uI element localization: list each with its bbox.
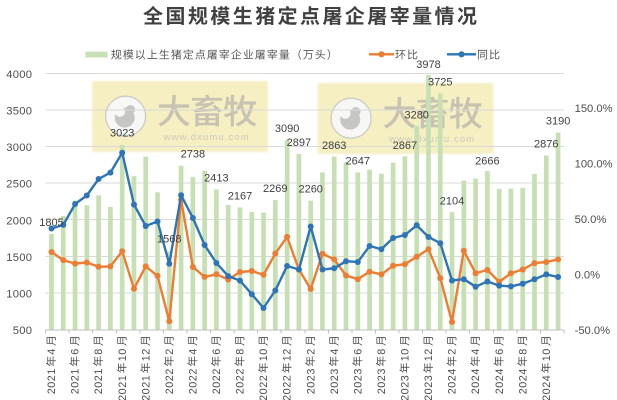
svg-text:3190: 3190 (546, 116, 570, 128)
svg-text:12: 12 (423, 348, 435, 361)
svg-text:2022: 2022 (164, 368, 176, 394)
svg-text:10: 10 (258, 348, 270, 361)
svg-text:10: 10 (541, 348, 553, 361)
svg-text:2021: 2021 (140, 375, 152, 400)
svg-text:12: 12 (282, 348, 294, 361)
svg-text:100.0%: 100.0% (575, 158, 613, 170)
svg-text:2024: 2024 (447, 368, 459, 394)
svg-text:1805: 1805 (39, 217, 63, 229)
svg-text:0.0%: 0.0% (575, 270, 601, 282)
svg-text:2023: 2023 (352, 368, 364, 394)
svg-text:2024: 2024 (517, 368, 529, 394)
svg-text:2413: 2413 (204, 172, 228, 184)
svg-text:2867: 2867 (393, 140, 417, 152)
svg-text:2876: 2876 (534, 139, 558, 151)
svg-text:2023: 2023 (305, 368, 317, 394)
svg-text:2167: 2167 (228, 190, 252, 202)
svg-text:3725: 3725 (428, 76, 452, 88)
svg-text:6: 6 (494, 348, 506, 355)
svg-text:2023: 2023 (376, 368, 388, 394)
svg-text:10: 10 (400, 348, 412, 361)
svg-text:www.dxumu.com: www.dxumu.com (388, 134, 475, 145)
svg-text:www.dxumu.com: www.dxumu.com (163, 132, 250, 143)
svg-text:3000: 3000 (6, 142, 32, 154)
svg-text:8: 8 (235, 348, 247, 355)
svg-text:4: 4 (187, 348, 199, 355)
svg-text:8: 8 (93, 348, 105, 355)
svg-text:50.0%: 50.0% (575, 214, 607, 226)
svg-text:150.0%: 150.0% (575, 103, 613, 115)
svg-text:2021: 2021 (70, 368, 82, 394)
svg-text:1000: 1000 (6, 289, 32, 301)
svg-text:4: 4 (470, 348, 482, 355)
svg-text:2000: 2000 (6, 215, 32, 227)
svg-text:2647: 2647 (346, 155, 370, 167)
svg-text:2260: 2260 (298, 184, 322, 196)
svg-text:2738: 2738 (181, 148, 205, 160)
svg-text:2897: 2897 (287, 137, 311, 149)
svg-text:2863: 2863 (322, 140, 346, 152)
svg-text:2: 2 (305, 348, 317, 355)
svg-text:2023: 2023 (329, 368, 341, 394)
svg-text:2024: 2024 (541, 375, 553, 400)
svg-text:3500: 3500 (6, 106, 32, 118)
svg-text:2: 2 (164, 348, 176, 355)
svg-text:2022: 2022 (258, 375, 270, 400)
svg-text:4: 4 (46, 348, 58, 355)
svg-text:500: 500 (13, 325, 32, 337)
svg-text:-50.0%: -50.0% (575, 325, 610, 337)
svg-text:2021: 2021 (93, 368, 105, 394)
svg-text:3280: 3280 (404, 110, 428, 122)
svg-text:2500: 2500 (6, 179, 32, 191)
svg-text:6: 6 (70, 348, 82, 355)
svg-text:2024: 2024 (494, 368, 506, 394)
svg-text:2022: 2022 (187, 368, 199, 394)
svg-text:4000: 4000 (6, 69, 32, 81)
svg-text:10: 10 (117, 348, 129, 361)
svg-text:2023: 2023 (400, 375, 412, 400)
svg-text:8: 8 (376, 348, 388, 355)
svg-text:6: 6 (352, 348, 364, 355)
svg-text:3090: 3090 (275, 123, 299, 135)
svg-text:2022: 2022 (235, 368, 247, 394)
svg-text:1568: 1568 (157, 234, 181, 246)
svg-text:4: 4 (329, 348, 341, 355)
svg-text:2022: 2022 (211, 368, 223, 394)
svg-text:12: 12 (140, 348, 152, 361)
svg-text:2021: 2021 (46, 368, 58, 394)
svg-text:2024: 2024 (470, 368, 482, 394)
svg-text:1500: 1500 (6, 252, 32, 264)
svg-text:3023: 3023 (110, 128, 134, 140)
svg-text:2: 2 (447, 348, 459, 355)
svg-text:2666: 2666 (475, 156, 499, 168)
svg-text:2021: 2021 (117, 375, 129, 400)
svg-text:2269: 2269 (263, 183, 287, 195)
svg-text:3978: 3978 (416, 59, 440, 71)
svg-text:6: 6 (211, 348, 223, 355)
svg-text:2023: 2023 (423, 375, 435, 400)
svg-text:2022: 2022 (282, 375, 294, 400)
svg-text:8: 8 (517, 348, 529, 355)
svg-text:2104: 2104 (440, 195, 464, 207)
